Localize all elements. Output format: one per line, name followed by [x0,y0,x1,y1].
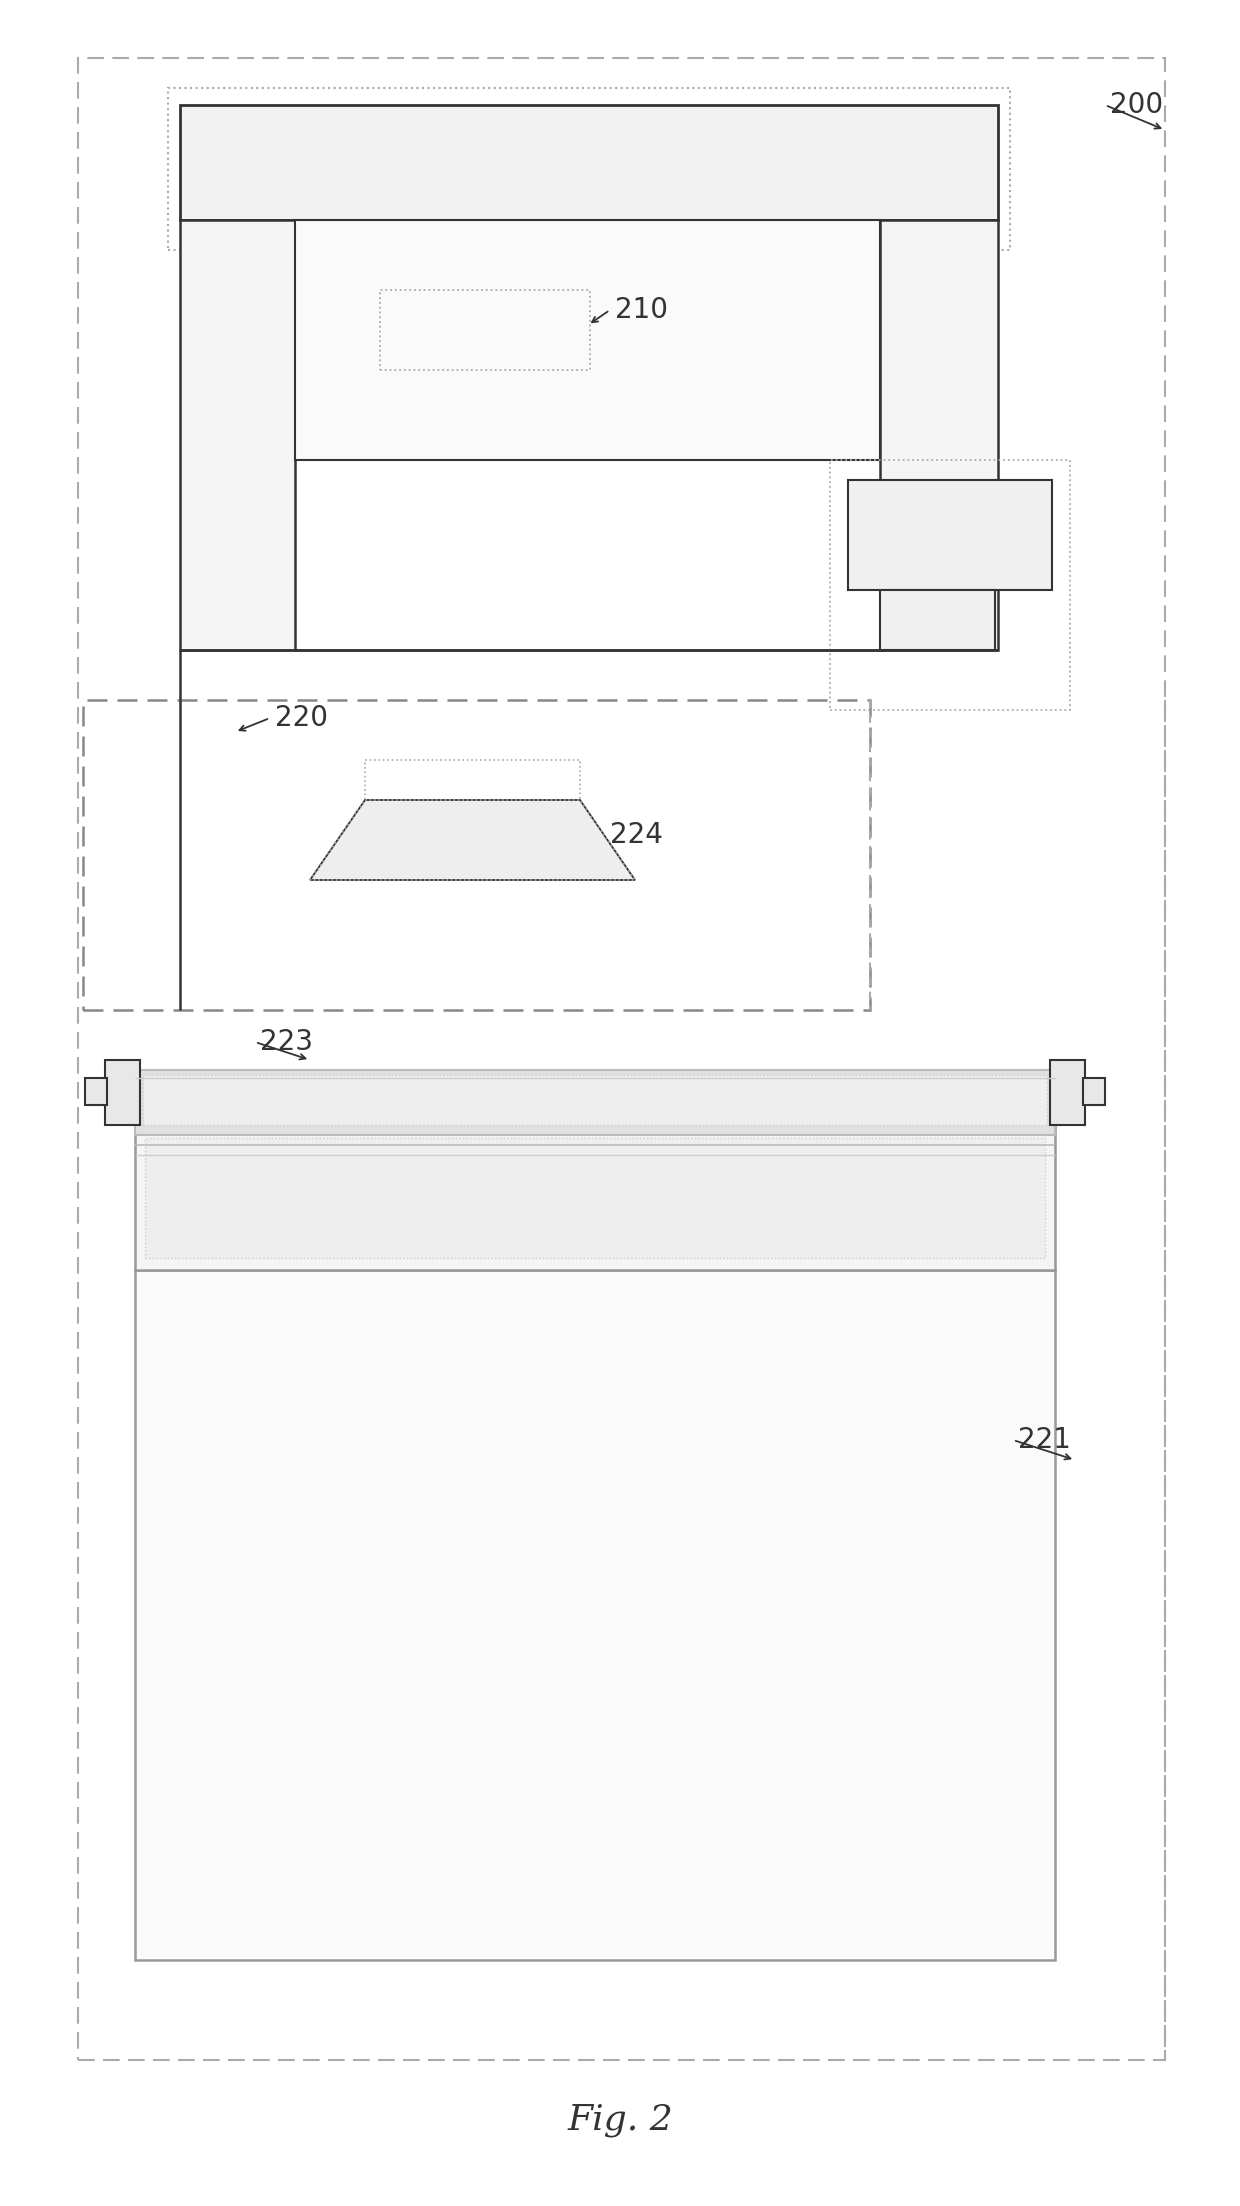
Bar [880,221,998,651]
Bar [143,1074,1047,1125]
Bar [83,699,870,1010]
Text: 220: 220 [275,704,329,732]
Bar [180,221,295,651]
Bar [105,1061,140,1125]
Bar [86,1079,107,1105]
Bar [135,1125,1055,1271]
Text: Fig. 2: Fig. 2 [567,2102,673,2138]
Bar [145,1138,1045,1257]
Text: 230: 230 [910,485,963,514]
Bar [135,1271,1055,1959]
Bar [78,57,1166,2060]
Bar [295,221,880,461]
Text: 200: 200 [1110,90,1163,119]
Text: 222: 222 [546,1235,598,1264]
Bar [135,1070,1055,1136]
Bar [365,761,580,801]
Text: 210: 210 [615,296,668,324]
Bar [379,289,590,371]
Bar [1083,1079,1105,1105]
Bar [880,589,994,651]
Text: 224: 224 [610,821,663,849]
Bar [1050,1061,1085,1125]
Bar [167,88,1011,249]
Text: 223: 223 [260,1028,312,1057]
Bar [830,461,1070,710]
Bar [848,481,1052,589]
Text: 221: 221 [1018,1425,1071,1454]
Bar [180,106,998,221]
Polygon shape [310,801,635,880]
